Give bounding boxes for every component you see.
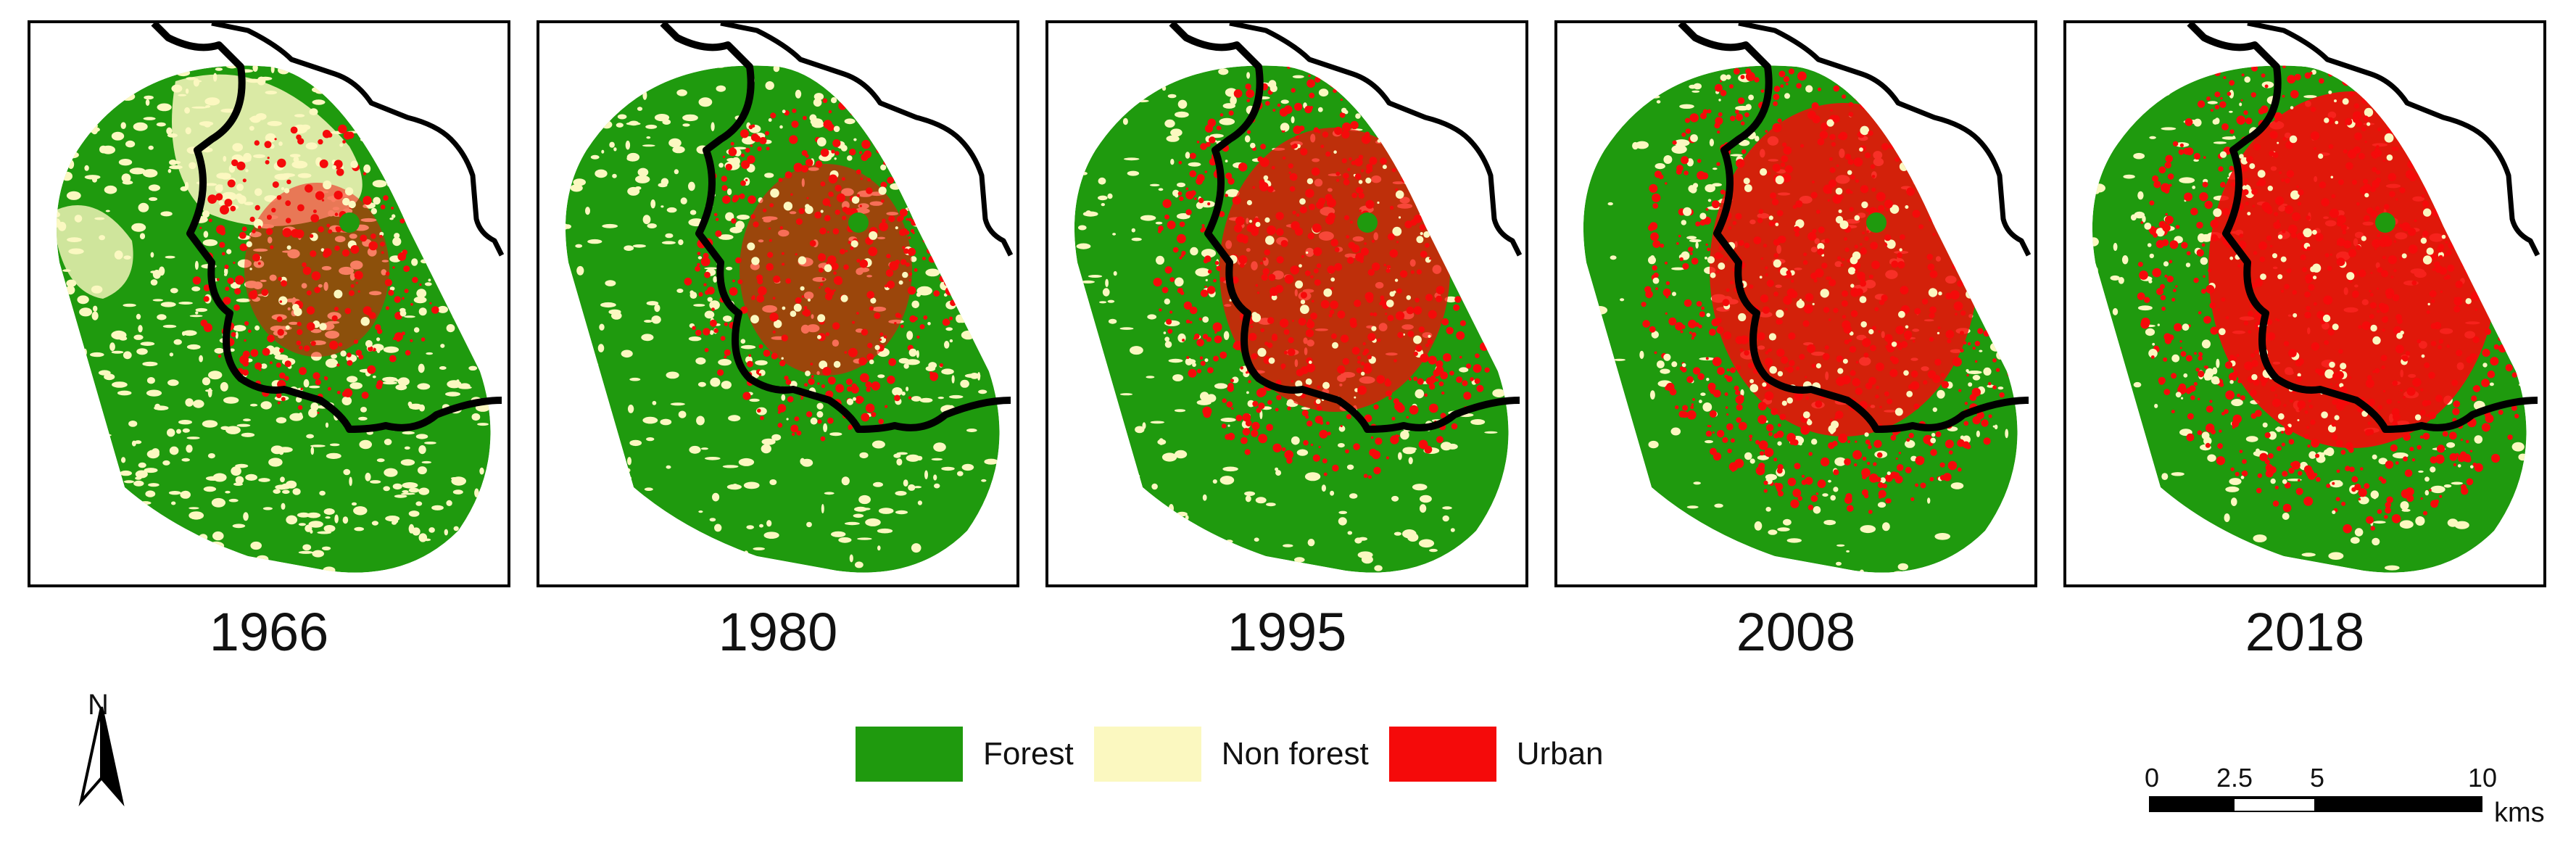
legend-swatch-nonforest <box>1093 727 1201 782</box>
legend-item-urban: Urban <box>1388 727 1604 782</box>
legend-label-forest: Forest <box>983 736 1074 772</box>
scale-bar <box>2149 796 2482 812</box>
urban-core <box>244 183 389 357</box>
year-label-1980: 1980 <box>718 602 838 662</box>
map-panel-2008 <box>1554 20 2037 587</box>
legend-swatch-forest <box>856 727 963 782</box>
year-label-2008: 2008 <box>1736 602 1856 662</box>
scale-tick-2-5: 2.5 <box>2216 763 2253 793</box>
north-arrow-icon <box>78 706 125 807</box>
legend-label-nonforest: Non forest <box>1221 736 1369 772</box>
scale-tick-0: 0 <box>2144 763 2160 793</box>
legend-label-urban: Urban <box>1516 736 1604 772</box>
scale-tick-5: 5 <box>2309 763 2325 793</box>
land-cover-map-1980 <box>565 23 1014 573</box>
legend-swatch-urban <box>1388 727 1496 782</box>
map-panel-1966 <box>28 20 510 587</box>
legend-item-nonforest: Non forest <box>1093 727 1369 782</box>
map-panel-2018 <box>2063 20 2546 587</box>
land-cover-map-1995 <box>1074 23 1523 573</box>
year-label-2018: 2018 <box>2245 602 2365 662</box>
map-panel-1995 <box>1045 20 1528 587</box>
legend-item-forest: Forest <box>856 727 1074 782</box>
land-cover-map-1966 <box>56 23 505 573</box>
scale-unit: kms <box>2494 798 2545 828</box>
urban-core <box>1710 103 1978 437</box>
land-cover-map-2008 <box>1583 23 2032 573</box>
legend: Forest Non forest Urban <box>856 725 1624 783</box>
year-label-1966: 1966 <box>209 602 329 662</box>
scale-tick-10: 10 <box>2467 763 2498 793</box>
year-label-1995: 1995 <box>1227 602 1347 662</box>
land-cover-map-2018 <box>2092 23 2540 573</box>
map-panel-1980 <box>537 20 1019 587</box>
